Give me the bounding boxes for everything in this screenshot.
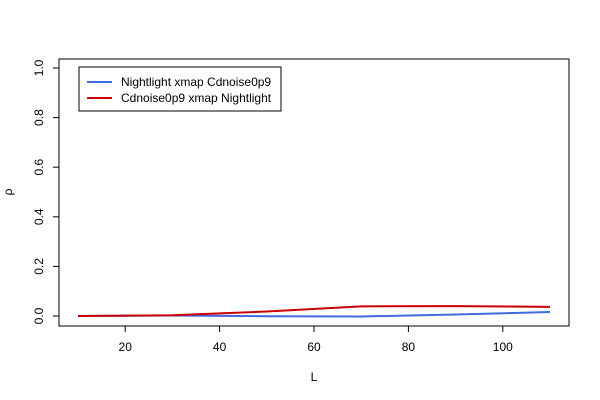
x-tick-label-100: 100	[493, 340, 513, 354]
legend-label-nightlight: Nightlight xmap Cdnoise0p9	[121, 75, 271, 89]
y-tick-label-0.4: 0.4	[32, 208, 46, 225]
x-tick-label-80: 80	[402, 340, 416, 354]
x-tick-label-60: 60	[307, 340, 321, 354]
x-tick-label-20: 20	[119, 340, 133, 354]
legend: Nightlight xmap Cdnoise0p9 Cdnoise0p9 xm…	[79, 67, 281, 111]
y-axis-label: ρ	[1, 188, 15, 195]
legend-label-cdnoise: Cdnoise0p9 xmap Nightlight	[121, 91, 272, 105]
y-tick-label-1.0: 1.0	[32, 59, 46, 76]
x-tick-label-40: 40	[213, 340, 227, 354]
y-tick-label-0.8: 0.8	[32, 109, 46, 126]
y-tick-label-0.2: 0.2	[32, 258, 46, 275]
y-tick-label-0.6: 0.6	[32, 159, 46, 176]
x-axis-label: L	[311, 370, 318, 384]
y-tick-label-0.0: 0.0	[32, 307, 46, 324]
